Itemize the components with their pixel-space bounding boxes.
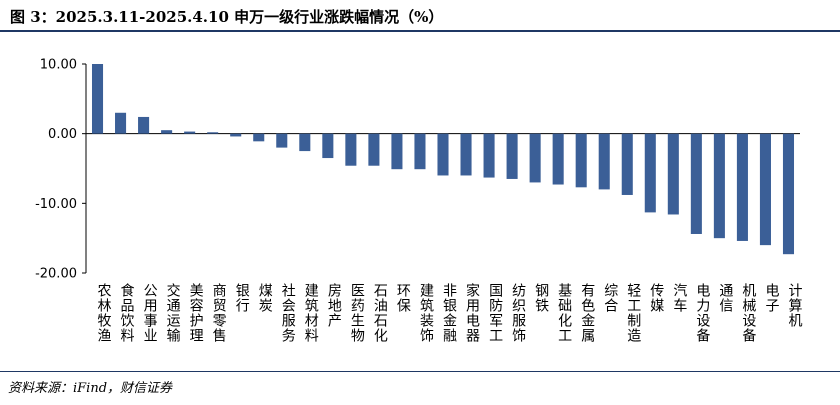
top-rule [0,30,840,32]
x-tick-label: 房地产 [326,283,342,328]
x-tick-label: 传媒 [648,283,664,313]
x-tick-label: 纺织服饰 [510,283,526,343]
x-tick-label: 基础化工 [556,282,572,343]
bar-5 [184,131,196,134]
bar-30 [759,133,771,246]
x-tick-label: 综合 [602,283,618,313]
bar-20 [529,133,541,183]
x-tick-label: 国防军工 [487,283,503,343]
bar-27 [690,133,702,234]
x-tick-label: 钢铁 [533,283,549,313]
bar-31 [782,133,795,255]
bottom-rule [0,371,840,372]
x-tick-label: 轻工制造 [625,283,641,343]
bar-6 [207,132,219,134]
x-tick-label: 家用电器 [464,282,480,343]
x-tick-label: 机械设备 [740,283,756,343]
x-tick-label: 建筑材料 [303,283,319,343]
y-tick-label: 10.00 [40,58,77,73]
bar-2 [115,112,127,134]
bar-9 [276,133,288,148]
x-tick-label: 商贸零售 [211,283,227,343]
bar-8 [253,133,265,142]
x-tick-label: 汽车 [671,283,687,313]
bar-19 [506,133,518,179]
x-tick-label: 美容护理 [188,283,204,343]
bar-17 [460,133,472,176]
figure-title: 图 3：2025.3.11-2025.4.10 申万一级行业涨跌幅情况（%） [10,8,444,26]
bar-10 [299,133,311,152]
source-note: 资料来源：iFind，财信证券 [8,381,173,396]
bar-29 [736,133,748,241]
x-tick-label: 非银金融 [441,283,457,343]
x-tick-label: 石油石化 [372,283,388,343]
x-tick-label: 有色金属 [579,283,595,343]
x-tick-label: 环保 [395,283,411,313]
x-tick-label: 公用事业 [142,283,158,343]
x-tick-label: 医药生物 [349,283,365,343]
bar-25 [644,133,656,213]
x-tick-label: 农林牧渔 [96,283,112,343]
bar-13 [368,133,380,166]
bar-14 [391,133,403,170]
bar-24 [621,133,633,195]
bar-4 [161,130,173,134]
bar-21 [552,133,564,185]
x-tick-label: 计算机 [786,283,802,328]
x-tick-label: 食品饮料 [119,282,135,343]
bar-22 [575,133,587,188]
y-tick-label: 0.00 [48,127,77,142]
x-tick-label: 煤炭 [257,283,273,313]
bar-7 [230,133,242,137]
x-tick-label: 电子 [763,283,779,313]
bar-15 [414,133,426,170]
x-tick-label: 银行 [234,283,250,313]
bar-16 [437,133,449,176]
bar-chart: 10.00 0.00 -10.00 -20.00 农林牧渔 食品饮料 公用事业 交通运输 美容… [35,58,803,344]
x-tick-label: 社会服务 [280,283,296,343]
x-tick-label: 建筑装饰 [418,283,434,343]
bar-12 [345,133,357,166]
bar-18 [483,133,495,178]
bar-3 [138,116,150,134]
bar-23 [598,133,610,190]
bar-11 [322,133,334,159]
bar-28 [713,133,725,239]
x-tick-label: 通信 [717,283,733,313]
y-axis: 10.00 0.00 -10.00 -20.00 [35,58,800,282]
x-axis-labels: 农林牧渔 食品饮料 公用事业 交通运输 美容护理 商贸零售 银行 煤炭 社会服务 建筑材料 房地产医… [96,282,803,343]
bar-1 [91,64,104,134]
bar-26 [667,133,679,215]
y-tick-label: -10.00 [35,197,77,212]
x-tick-label: 交通运输 [165,282,181,343]
bars [91,64,795,255]
y-tick-label: -20.00 [35,267,77,282]
x-tick-label: 电力设备 [694,283,710,343]
